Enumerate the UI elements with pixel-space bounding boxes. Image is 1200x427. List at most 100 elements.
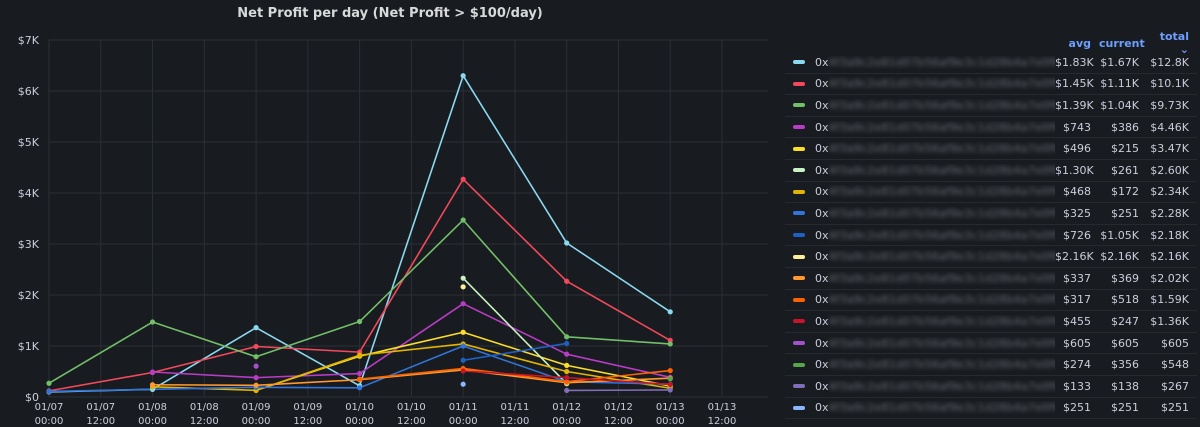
legend-item[interactable]: 0x4f3a9c2e81d07b56af9e3c1d28b4a7e0f6193c… [785,376,1197,398]
series-point-4 [460,329,466,335]
series-points [46,73,673,395]
legend-item[interactable]: 0x4f3a9c2e81d07b56af9e3c1d28b4a7e0f6193c… [785,225,1197,247]
legend-total-value: $2.28K [1150,206,1189,220]
legend-rows: 0x4f3a9c2e81d07b56af9e3c1d28b4a7e0f6193c… [785,52,1197,420]
series-point-2 [357,318,363,325]
legend-total-value: $1.59K [1150,293,1189,307]
legend-item[interactable]: 0x4f3a9c2e81d07b56af9e3c1d28b4a7e0f6193c… [785,311,1197,333]
legend-series-name: 0x4f3a9c2e81d07b56af9e3c1d28b4a7e0f6193c… [815,185,1055,198]
legend-col-avg[interactable]: avg [1068,36,1091,50]
legend-current-value: $172 [1111,185,1139,199]
legend-item[interactable]: 0x4f3a9c2e81d07b56af9e3c1d28b4a7e0f6193c… [785,52,1197,74]
legend-item[interactable]: 0x4f3a9c2e81d07b56af9e3c1d28b4a7e0f6193c… [785,246,1197,268]
legend-item[interactable]: 0x4f3a9c2e81d07b56af9e3c1d28b4a7e0f6193c… [785,95,1197,117]
legend-total-value: $9.73K [1150,98,1189,112]
legend-current-value: $1.11K [1100,77,1139,91]
x-tick-label: 01/13 [708,402,737,413]
x-tick-label: 00:00 [138,416,167,427]
x-tick-label: 01/07 [35,402,64,413]
legend-current-value: $1.67K [1100,55,1139,69]
legend-total-value: $548 [1161,358,1189,372]
series-line-8 [463,342,567,362]
legend-avg-value: $468 [1063,185,1091,199]
series-point-15 [667,387,673,393]
legend-series-name: 0x4f3a9c2e81d07b56af9e3c1d28b4a7e0f6193c… [815,272,1055,285]
redacted-address: 4f3a9c2e81d07b56af9e3c1d28b4a7e0f6193c5d [828,293,1055,307]
x-tick-label: 01/10 [397,402,426,413]
legend-avg-value: $251 [1063,401,1091,415]
legend-avg-value: $325 [1063,206,1091,220]
legend-current-value: $1.05K [1100,228,1139,242]
series-point-11 [357,376,363,382]
legend-avg-value: $726 [1063,228,1091,242]
legend-current-value: $251 [1111,206,1139,220]
legend-swatch [793,384,805,389]
legend-item[interactable]: 0x4f3a9c2e81d07b56af9e3c1d28b4a7e0f6193c… [785,74,1197,96]
legend-swatch [793,60,805,65]
y-tick-label: $1K [18,340,40,353]
x-tick-label: 00:00 [345,416,374,427]
x-tick-label: 01/11 [449,402,478,413]
legend-series-name: 0x4f3a9c2e81d07b56af9e3c1d28b4a7e0f6193c… [815,250,1055,263]
series-point-3 [357,370,363,377]
legend-current-value: $369 [1111,271,1139,285]
x-tick-label: 01/10 [345,402,374,413]
line-chart: $0 $1K $2K $3K $4K $5K $6K $7K 01/07 00:00 01/07 1… [18,34,768,427]
series-point-7 [460,343,466,349]
x-tick-label: 01/07 [86,402,115,413]
legend-item[interactable]: 0x4f3a9c2e81d07b56af9e3c1d28b4a7e0f6193c… [785,333,1197,355]
legend-swatch [793,405,805,410]
legend-swatch [793,125,805,130]
legend-item[interactable]: 0x4f3a9c2e81d07b56af9e3c1d28b4a7e0f6193c… [785,290,1197,312]
y-axis: $0 $1K $2K $3K $4K $5K $6K $7K [18,34,40,404]
legend-item[interactable]: 0x4f3a9c2e81d07b56af9e3c1d28b4a7e0f6193c… [785,203,1197,225]
series-point-2 [46,380,52,386]
legend-col-current[interactable]: current [1099,36,1145,50]
legend-item[interactable]: 0x4f3a9c2e81d07b56af9e3c1d28b4a7e0f6193c… [785,182,1197,204]
x-tick-label: 12:00 [190,416,219,427]
legend-total-value: $1.36K [1150,314,1189,328]
legend-item[interactable]: 0x4f3a9c2e81d07b56af9e3c1d28b4a7e0f6193c… [785,398,1197,420]
series-point-1 [460,176,466,182]
redacted-address: 4f3a9c2e81d07b56af9e3c1d28b4a7e0f6193c5d [828,314,1055,328]
legend-item[interactable]: 0x4f3a9c2e81d07b56af9e3c1d28b4a7e0f6193c… [785,138,1197,160]
series-point-6 [357,352,363,358]
legend-total-value: $251 [1161,401,1189,415]
series-point-8 [564,340,570,347]
legend-item[interactable]: 0x4f3a9c2e81d07b56af9e3c1d28b4a7e0f6193c… [785,117,1197,139]
redacted-address: 4f3a9c2e81d07b56af9e3c1d28b4a7e0f6193c5d [828,163,1055,177]
legend-series-name: 0x4f3a9c2e81d07b56af9e3c1d28b4a7e0f6193c… [815,229,1055,242]
legend-avg-value: $133 [1063,379,1091,393]
x-tick-label: 01/08 [190,402,219,413]
legend-series-name: 0x4f3a9c2e81d07b56af9e3c1d28b4a7e0f6193c… [815,207,1055,220]
legend-item[interactable]: 0x4f3a9c2e81d07b56af9e3c1d28b4a7e0f6193c… [785,354,1197,376]
series-point-12 [564,375,570,381]
legend-total-value: $267 [1161,379,1189,393]
x-tick-label: 00:00 [35,416,64,427]
legend-avg-value: $743 [1063,120,1091,134]
legend-total-value: $2.60K [1150,163,1189,177]
series-point-2 [667,341,673,347]
legend: avg current total ⌄ 0x4f3a9c2e81d07b56af… [785,30,1197,420]
legend-item[interactable]: 0x4f3a9c2e81d07b56af9e3c1d28b4a7e0f6193c… [785,268,1197,290]
x-tick-label: 12:00 [708,416,737,427]
series-point-2 [564,334,570,340]
legend-avg-value: $1.39K [1055,98,1094,112]
series-line-10 [152,369,671,387]
legend-col-total[interactable]: total ⌄ [1159,30,1189,56]
series-point-12 [460,368,466,374]
legend-total-value: $2.02K [1150,271,1189,285]
legend-avg-value: $1.45K [1055,77,1094,91]
legend-series-name: 0x4f3a9c2e81d07b56af9e3c1d28b4a7e0f6193c… [815,56,1055,69]
x-tick-label: 01/12 [552,402,581,413]
y-tick-label: $2K [18,289,40,302]
series-point-0 [564,240,570,246]
legend-avg-value: $2.16K [1055,250,1094,264]
redacted-address: 4f3a9c2e81d07b56af9e3c1d28b4a7e0f6193c5d [828,271,1055,285]
legend-series-name: 0x4f3a9c2e81d07b56af9e3c1d28b4a7e0f6193c… [815,315,1055,328]
legend-swatch [793,297,805,302]
legend-swatch [793,211,805,216]
legend-item[interactable]: 0x4f3a9c2e81d07b56af9e3c1d28b4a7e0f6193c… [785,160,1197,182]
series-point-10 [149,382,156,388]
legend-header: avg current total ⌄ [785,30,1197,56]
